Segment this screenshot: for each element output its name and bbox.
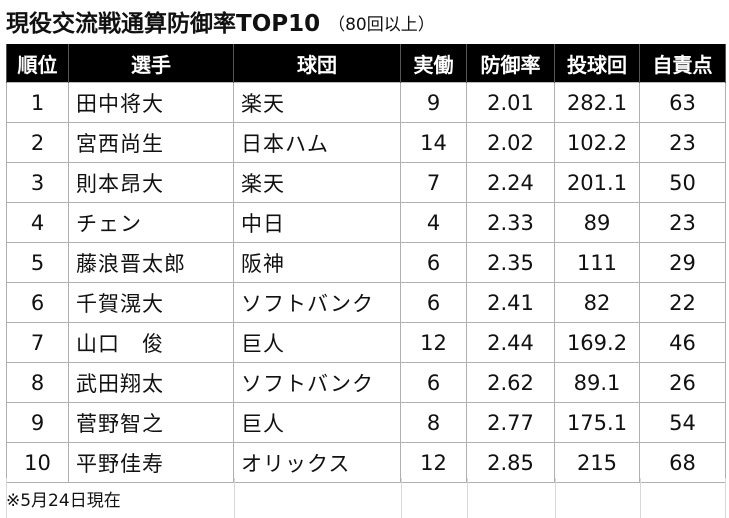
cell-rank: 9 [6,402,69,443]
header-player: 選手 [68,44,234,83]
title-row: 現役交流戦通算防御率TOP10 （80回以上） [0,0,729,42]
cell-team: 巨人 [233,322,401,363]
cell-player: 山口 俊 [68,322,234,363]
cell-seasons: 12 [400,322,467,363]
cell-team: 日本ハム [233,122,401,163]
cell-seasons: 12 [400,442,467,483]
header-era: 防御率 [466,44,555,83]
cell-innings: 111 [554,242,640,283]
cell-rank: 1 [6,82,69,123]
cell-rank: 6 [6,282,69,323]
page-subtitle: （80回以上） [328,15,435,35]
header-seasons: 実働 [400,44,467,83]
cell-seasons: 9 [400,82,467,123]
header-team: 球団 [233,44,401,83]
table-row: 8 武田翔太 ソフトバンク 6 2.62 89.1 26 [6,362,726,403]
cell-player: 菅野智之 [68,402,234,443]
cell-player: 田中将大 [68,82,234,123]
cell-player: 平野佳寿 [68,442,234,483]
cell-innings: 175.1 [554,402,640,443]
cell-rank: 3 [6,162,69,203]
cell-innings: 82 [554,282,640,323]
cell-era: 2.44 [466,322,555,363]
cell-team: 巨人 [233,402,401,443]
header-innings: 投球回 [554,44,640,83]
cell-rank: 4 [6,202,69,243]
cell-earned-runs: 68 [639,442,726,483]
spreadsheet-gridlines [6,478,726,518]
cell-era: 2.24 [466,162,555,203]
cell-era: 2.02 [466,122,555,163]
cell-team: 楽天 [233,82,401,123]
cell-player: 藤浪晋太郎 [68,242,234,283]
cell-player: 宮西尚生 [68,122,234,163]
table-row: 5 藤浪晋太郎 阪神 6 2.35 111 29 [6,242,726,283]
cell-era: 2.01 [466,82,555,123]
cell-team: 阪神 [233,242,401,283]
cell-innings: 89.1 [554,362,640,403]
cell-rank: 7 [6,322,69,363]
header-row: 順位 選手 球団 実働 防御率 投球回 自責点 [6,44,726,83]
cell-rank: 8 [6,362,69,403]
cell-seasons: 8 [400,402,467,443]
cell-seasons: 6 [400,242,467,283]
cell-innings: 102.2 [554,122,640,163]
cell-team: 中日 [233,202,401,243]
table-row: 2 宮西尚生 日本ハム 14 2.02 102.2 23 [6,122,726,163]
cell-earned-runs: 46 [639,322,726,363]
cell-seasons: 6 [400,362,467,403]
cell-rank: 5 [6,242,69,283]
table-row: 3 則本昂大 楽天 7 2.24 201.1 50 [6,162,726,203]
header-earned-runs: 自責点 [639,44,726,83]
cell-earned-runs: 29 [639,242,726,283]
cell-team: 楽天 [233,162,401,203]
header-rank: 順位 [6,44,69,83]
cell-innings: 89 [554,202,640,243]
stats-table: 順位 選手 球団 実働 防御率 投球回 自責点 1 田中将大 楽天 9 2.01… [6,44,726,483]
table-row: 4 チェン 中日 4 2.33 89 23 [6,202,726,243]
cell-earned-runs: 23 [639,122,726,163]
cell-era: 2.33 [466,202,555,243]
cell-earned-runs: 23 [639,202,726,243]
cell-seasons: 6 [400,282,467,323]
table-row: 10 平野佳寿 オリックス 12 2.85 215 68 [6,442,726,483]
table-row: 1 田中将大 楽天 9 2.01 282.1 63 [6,82,726,123]
cell-innings: 169.2 [554,322,640,363]
cell-team: ソフトバンク [233,282,401,323]
cell-earned-runs: 26 [639,362,726,403]
page-title: 現役交流戦通算防御率TOP10 [6,11,321,37]
cell-earned-runs: 63 [639,82,726,123]
cell-rank: 2 [6,122,69,163]
cell-seasons: 14 [400,122,467,163]
cell-seasons: 7 [400,162,467,203]
cell-player: 千賀滉大 [68,282,234,323]
cell-era: 2.77 [466,402,555,443]
cell-player: 武田翔太 [68,362,234,403]
cell-seasons: 4 [400,202,467,243]
cell-player: チェン [68,202,234,243]
table-row: 7 山口 俊 巨人 12 2.44 169.2 46 [6,322,726,363]
table-row: 6 千賀滉大 ソフトバンク 6 2.41 82 22 [6,282,726,323]
cell-earned-runs: 54 [639,402,726,443]
cell-innings: 282.1 [554,82,640,123]
cell-era: 2.62 [466,362,555,403]
cell-earned-runs: 50 [639,162,726,203]
cell-earned-runs: 22 [639,282,726,323]
footnote: ※5月24日現在 [6,491,121,511]
cell-team: オリックス [233,442,401,483]
table-row: 9 菅野智之 巨人 8 2.77 175.1 54 [6,402,726,443]
cell-era: 2.85 [466,442,555,483]
cell-era: 2.35 [466,242,555,283]
cell-innings: 201.1 [554,162,640,203]
cell-innings: 215 [554,442,640,483]
cell-era: 2.41 [466,282,555,323]
cell-team: ソフトバンク [233,362,401,403]
cell-rank: 10 [6,442,69,483]
cell-player: 則本昂大 [68,162,234,203]
